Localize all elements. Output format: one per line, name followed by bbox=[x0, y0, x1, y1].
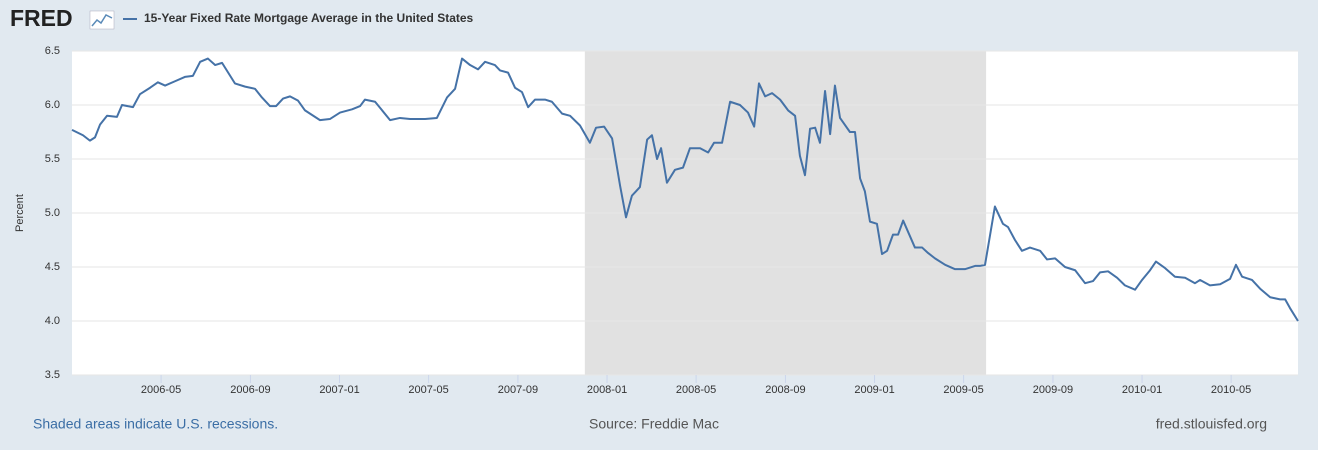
x-tick-label: 2009-09 bbox=[1033, 384, 1073, 396]
y-tick-label: 6.5 bbox=[45, 45, 60, 57]
source: Source: Freddie Mac bbox=[589, 416, 719, 432]
recession-note: Shaded areas indicate U.S. recessions. bbox=[33, 416, 278, 432]
x-tick-label: 2008-09 bbox=[765, 384, 805, 396]
logo: FRED bbox=[10, 5, 73, 31]
logo-icon bbox=[89, 10, 115, 30]
y-tick-label: 3.5 bbox=[45, 369, 60, 381]
x-tick-label: 2007-01 bbox=[319, 384, 359, 396]
x-tick-label: 2010-01 bbox=[1122, 384, 1162, 396]
y-tick-label: 5.0 bbox=[45, 207, 60, 219]
x-tick-label: 2010-05 bbox=[1211, 384, 1251, 396]
x-tick-label: 2009-05 bbox=[943, 384, 983, 396]
y-tick-label: 5.5 bbox=[45, 153, 60, 165]
site: fred.stlouisfed.org bbox=[1156, 416, 1267, 432]
legend-label: 15-Year Fixed Rate Mortgage Average in t… bbox=[144, 11, 474, 25]
y-tick-label: 4.5 bbox=[45, 261, 60, 273]
x-tick-label: 2007-09 bbox=[498, 384, 538, 396]
y-tick-label: 4.0 bbox=[45, 315, 60, 327]
x-tick-label: 2009-01 bbox=[854, 384, 894, 396]
x-tick-label: 2007-05 bbox=[408, 384, 448, 396]
y-tick-label: 6.0 bbox=[45, 99, 60, 111]
series-line bbox=[71, 57, 1299, 322]
x-tick-label: 2006-05 bbox=[141, 384, 181, 396]
x-tick-label: 2008-01 bbox=[587, 384, 627, 396]
x-tick-label: 2006-09 bbox=[230, 384, 270, 396]
y-axis-title: Percent bbox=[14, 194, 26, 232]
x-tick-label: 2008-05 bbox=[676, 384, 716, 396]
